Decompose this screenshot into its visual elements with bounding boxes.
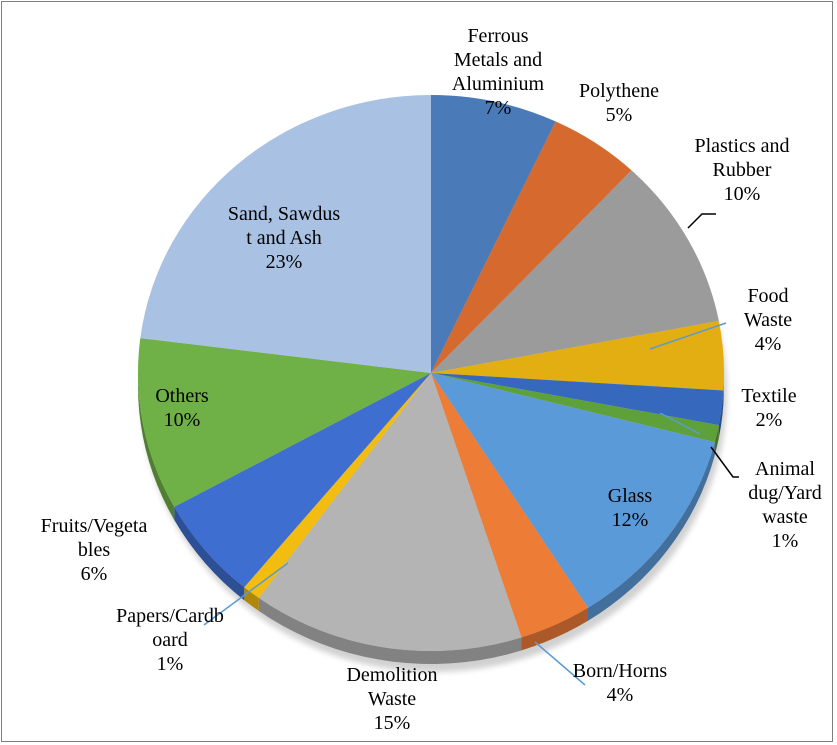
slice-born-horns (431, 373, 588, 638)
slice-label-line: Textile (741, 385, 796, 407)
slice-label-fruits-vegetables: Fruits/Vegeta bles 6% (41, 515, 148, 585)
slice-label-line: Demolition (346, 664, 437, 686)
slice-label-others: Others 10% (155, 385, 209, 431)
slice-label-animal-dug-yard-waste: Animal dug/Yard waste 1% (748, 458, 822, 552)
slice-label-line: Sand, Sawdus (228, 203, 340, 225)
slice-food-waste (431, 320, 724, 391)
slice-label-line: Waste (744, 309, 792, 331)
slice-depth-animal-dug-yard-waste (714, 425, 719, 456)
slice-label-line: Fruits/Vegeta (41, 515, 148, 537)
slice-label-line: 6% (81, 563, 108, 585)
slice-label-glass: Glass 12% (608, 485, 653, 531)
leader-line-textile (659, 412, 701, 435)
pie-leader-lines (203, 213, 739, 686)
pie-labels: Ferrous Metals and Aluminium 7%Polythene 5%P… (41, 25, 822, 734)
slice-depth-fruits-vegetables (174, 506, 245, 601)
slice-label-line: 15% (374, 712, 411, 734)
slice-label-line: 1% (157, 653, 184, 675)
slice-label-sand-sawdust-and-ash: Sand, Sawdus t and Ash 23% (228, 203, 340, 273)
slice-label-line: Animal (755, 458, 815, 480)
leader-line-born-horns (534, 641, 586, 686)
slice-papers-cardboard (244, 373, 431, 598)
slice-label-born-horns: Born/Horns 4% (573, 660, 668, 706)
slice-label-line: bles (78, 539, 110, 561)
slice-depth-others (138, 373, 175, 520)
slice-label-line: Papers/Cardb (116, 605, 224, 627)
slice-label-line: Others (155, 385, 209, 407)
slice-label-line: t and Ash (246, 227, 322, 249)
slice-animal-dug-yard-waste (431, 373, 719, 443)
slice-label-line: 4% (755, 333, 782, 355)
slice-sand-sawdust-and-ash (140, 95, 431, 373)
slice-label-line: oard (152, 629, 188, 651)
leader-line-animal-dug-yard-waste (710, 446, 739, 478)
slice-label-line: 1% (772, 530, 799, 552)
slice-label-line: dug/Yard (748, 482, 822, 504)
slice-label-line: Ferrous (467, 25, 528, 47)
slice-depth-textile (718, 390, 724, 439)
slice-demolition-waste (258, 373, 522, 651)
slice-label-line: Born/Horns (573, 660, 668, 682)
slice-glass (431, 373, 715, 608)
slice-label-line: Glass (608, 485, 653, 507)
slice-label-ferrous-metals-and-aluminium: Ferrous Metals and Aluminium 7% (452, 25, 545, 119)
slice-label-line: Polythene (579, 80, 659, 102)
slice-label-line: 7% (485, 97, 512, 119)
slice-label-food-waste: Food Waste 4% (744, 285, 792, 355)
leader-line-papers-cardboard (203, 562, 289, 626)
slice-label-line: 4% (607, 684, 634, 706)
leader-line-food-waste (649, 322, 727, 350)
slice-label-line: 2% (756, 409, 783, 431)
slice-label-line: 23% (266, 251, 303, 273)
slice-label-line: Food (747, 285, 788, 307)
slice-label-line: 5% (606, 104, 633, 126)
slice-label-demolition-waste: Demolition Waste 15% (346, 664, 437, 734)
pie-slices (137, 95, 724, 651)
slice-others (137, 338, 431, 507)
pie-depth (138, 373, 724, 664)
slice-label-line: 12% (612, 509, 649, 531)
slice-label-plastics-and-rubber: Plastics and Rubber 10% (695, 135, 790, 205)
slice-label-papers-cardboard: Papers/Cardb oard 1% (116, 605, 224, 675)
slice-label-line: Plastics and (695, 135, 790, 157)
slice-label-line: 10% (164, 409, 201, 431)
slice-label-textile: Textile 2% (741, 385, 796, 431)
slice-label-line: Rubber (713, 159, 772, 181)
slice-plastics-and-rubber (431, 170, 719, 373)
slice-depth-born-horns (521, 607, 588, 651)
slice-label-line: Waste (368, 688, 416, 710)
leader-line-plastics-and-rubber (687, 213, 716, 229)
slice-label-polythene: Polythene 5% (579, 80, 659, 126)
slice-label-line: Metals and (454, 49, 542, 71)
slice-polythene (431, 121, 632, 374)
slice-depth-glass (588, 442, 715, 621)
slice-label-line: 10% (724, 183, 761, 205)
slice-ferrous-metals-and-aluminium (431, 95, 556, 373)
slice-depth-food-waste (723, 373, 724, 404)
slice-fruits-vegetables (174, 373, 432, 588)
slice-label-line: waste (762, 506, 808, 528)
slice-depth-demolition-waste (258, 597, 522, 664)
slice-textile (431, 373, 724, 426)
slice-label-line: Aluminium (452, 73, 545, 95)
